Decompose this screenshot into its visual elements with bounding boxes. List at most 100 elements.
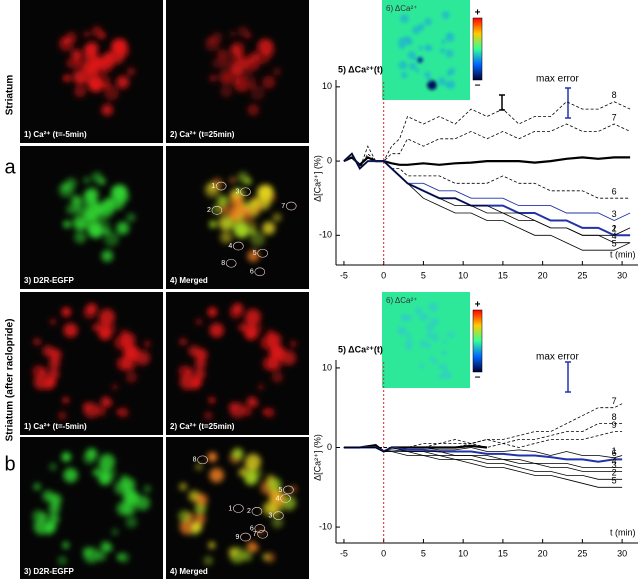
cell-blob <box>71 49 83 61</box>
micrograph: 2) Ca²⁺ (t=25min) <box>166 292 309 435</box>
inset-blob <box>397 326 407 336</box>
series-line <box>343 423 623 448</box>
series-label: 5 <box>612 476 617 486</box>
cell-blob <box>58 36 74 52</box>
image-label: 3) D2R-EGFP <box>24 276 74 285</box>
roi-label: 4 <box>228 243 232 250</box>
roi-label: 6 <box>250 525 254 532</box>
cell-blob <box>110 184 127 201</box>
cell-blob <box>289 340 297 348</box>
cell-blob <box>241 550 253 562</box>
roi-label: 6 <box>250 269 254 276</box>
cell-blob <box>111 528 119 536</box>
cell-blob <box>123 360 133 370</box>
cell-blob <box>110 38 127 55</box>
cell-blob <box>63 323 78 338</box>
inset-blob <box>437 77 447 86</box>
cell-blob <box>179 483 187 491</box>
roi-outline <box>225 258 237 268</box>
cell-blob <box>203 411 213 421</box>
roi-label: 7 <box>253 531 257 538</box>
roi-outline <box>240 532 251 542</box>
image-texture <box>32 303 151 421</box>
image-label: 2) Ca²⁺ (t=25min) <box>170 422 235 431</box>
cell-blob <box>62 542 69 549</box>
roi-outline <box>233 504 244 513</box>
cell-blob <box>119 407 129 418</box>
cell-blob <box>228 402 238 412</box>
cell-blob <box>270 490 286 506</box>
cell-blob <box>111 383 119 391</box>
cell-blob <box>249 221 257 230</box>
chart-title: 5) ΔCa²⁺(t) <box>338 64 383 74</box>
roi-label: 8 <box>193 457 197 464</box>
cell-blob <box>45 383 53 390</box>
cell-blob <box>124 490 140 506</box>
y-axis-label: Δ[Ca²⁺] (%) <box>312 434 322 481</box>
inset-blob <box>438 373 444 380</box>
colorbar <box>472 17 483 81</box>
x-tick-label: 15 <box>498 548 508 558</box>
inset-blob <box>423 314 429 321</box>
cell-blob <box>265 407 275 418</box>
cell-blob <box>82 207 94 219</box>
cell-blob <box>101 104 114 116</box>
cell-blob <box>257 383 265 391</box>
image-texture <box>178 303 297 421</box>
series-line <box>343 403 623 448</box>
cell-blob <box>47 513 60 525</box>
x-tick-label: 30 <box>617 548 627 558</box>
region-label: Striatum (after raclopride) <box>5 319 16 442</box>
micrograph: 2) Ca²⁺ (t=25min) <box>166 0 309 143</box>
cell-blob <box>49 318 57 326</box>
cell-blob <box>237 25 249 37</box>
series-label: 9 <box>612 420 617 430</box>
cell-blob <box>193 513 206 525</box>
inset-blob <box>409 62 417 71</box>
cell-blob <box>204 36 220 52</box>
cell-blob <box>49 463 57 471</box>
cell-blob <box>269 505 279 515</box>
cell-blob <box>229 50 243 64</box>
roi-label: 1 <box>228 505 232 512</box>
cell-blob <box>119 552 129 563</box>
roi-outline <box>257 529 268 539</box>
cell-blob <box>245 453 261 470</box>
cell-blob <box>241 405 253 417</box>
cell-blob <box>196 349 208 362</box>
x-tick-label: 25 <box>577 270 587 280</box>
series-line <box>343 153 631 236</box>
inset-spot <box>417 57 423 63</box>
cell-blob <box>50 494 62 507</box>
series-label: 1 <box>612 224 617 234</box>
cell-blob <box>217 49 229 61</box>
roi-outline <box>211 206 223 215</box>
image-texture <box>178 448 297 566</box>
roi-outline <box>240 187 251 197</box>
inset-blob <box>424 71 431 79</box>
micrograph: 3) D2R-EGFP <box>20 146 163 289</box>
cell-blob <box>269 360 279 370</box>
x-tick-label: 5 <box>421 548 426 558</box>
cell-blob <box>262 221 276 235</box>
cell-blob <box>250 51 261 61</box>
x-tick-label: 10 <box>458 548 468 558</box>
cell-blob <box>209 323 224 338</box>
cell-blob <box>256 184 273 201</box>
inset-blob <box>440 363 448 371</box>
image-label: 4) Merged <box>170 276 208 285</box>
cell-blob <box>104 231 120 247</box>
cell-blob <box>116 221 130 235</box>
cell-blob <box>237 171 249 183</box>
inset-blob <box>442 350 447 355</box>
cell-blob <box>228 207 240 219</box>
inset-blob <box>398 60 408 70</box>
cell-blob <box>232 448 244 460</box>
cell-blob <box>120 474 129 483</box>
inset-title: 6) ΔCa²⁺ <box>386 4 417 13</box>
cell-blob <box>125 516 138 528</box>
cell-blob <box>143 485 151 493</box>
x-tick-label: 15 <box>498 270 508 280</box>
roi-label: 2 <box>247 508 251 515</box>
image-label: 1) Ca²⁺ (t=-5min) <box>24 130 87 139</box>
